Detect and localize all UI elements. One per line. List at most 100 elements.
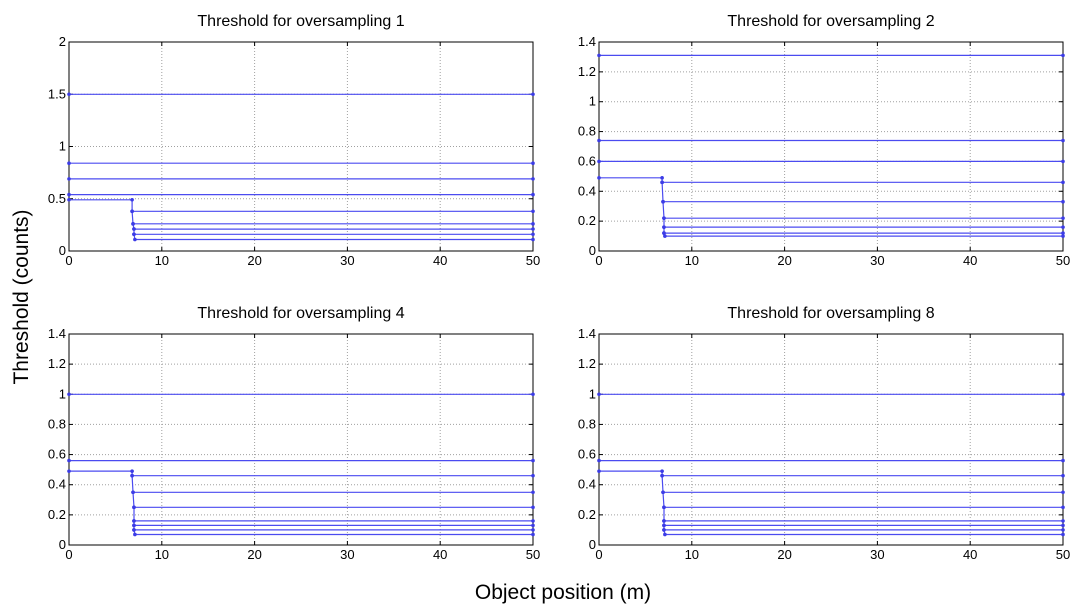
panels: Threshold for oversampling 10 10 20 30 40 500…	[48, 13, 1070, 562]
x-tick-label: 50	[1056, 253, 1070, 268]
series-line-8	[133, 229, 533, 235]
panel-4: Threshold for oversampling 80 10 20 30 40 500…	[578, 305, 1070, 562]
data-point	[662, 528, 666, 532]
axes-box	[598, 41, 1064, 252]
data-point	[67, 92, 71, 97]
y-tick-label: 1	[59, 139, 66, 154]
y-tick-label: 0.2	[48, 507, 66, 522]
y-tick-label: 0.2	[578, 507, 596, 522]
figure-ylabel: Threshold (counts)	[10, 209, 33, 384]
data-point	[1061, 180, 1065, 185]
data-point	[1061, 138, 1065, 143]
data-point	[597, 138, 601, 143]
data-point	[662, 519, 666, 523]
data-point	[597, 159, 601, 164]
y-tick-label: 1.2	[578, 64, 596, 79]
y-tick-label: 0.8	[48, 416, 66, 431]
y-tick-label: 0.6	[578, 153, 596, 168]
data-point	[130, 469, 134, 473]
x-tick-label: 10	[685, 547, 699, 562]
data-point	[1061, 392, 1065, 397]
y-tick-label: 1.4	[578, 326, 596, 341]
data-point	[130, 473, 134, 478]
y-tick-label: 0	[59, 537, 66, 552]
x-tick-label: 30	[870, 547, 884, 562]
data-point	[67, 392, 71, 397]
panel-title: Threshold for oversampling 4	[197, 305, 404, 322]
series-line-6	[662, 201, 1063, 219]
figure-xlabel: Object position (m)	[475, 581, 651, 604]
data-point	[1061, 53, 1065, 58]
x-tick-label: 50	[526, 253, 540, 268]
data-point	[531, 227, 535, 231]
data-point	[531, 519, 535, 523]
x-tick-label: 20	[247, 253, 261, 268]
series-line-5	[132, 492, 533, 508]
data-point	[1061, 225, 1065, 229]
y-tick-label: 1	[59, 386, 66, 401]
panel-1: Threshold for oversampling 10 10 20 30 40 500…	[48, 13, 540, 268]
data-point	[531, 222, 535, 226]
series-line-7	[133, 520, 533, 527]
data-point	[131, 490, 135, 495]
series-line-5	[662, 492, 1063, 508]
series-line-5	[69, 199, 533, 212]
data-point	[130, 209, 134, 214]
data-point	[597, 176, 601, 180]
data-point	[67, 177, 71, 181]
data-point	[531, 505, 535, 510]
series-line-8	[663, 525, 1063, 531]
series-line-5	[661, 182, 1063, 203]
data-point	[531, 177, 535, 181]
data-point	[660, 473, 664, 478]
x-tick-label: 50	[526, 547, 540, 562]
x-tick-label: 40	[433, 547, 447, 562]
y-tick-label: 1.4	[48, 326, 66, 341]
series-line-6	[131, 211, 533, 225]
series-line-7	[132, 223, 533, 230]
x-tick-label: 20	[777, 253, 791, 268]
data-point	[661, 199, 665, 204]
data-point	[1061, 216, 1065, 220]
data-point	[662, 216, 666, 220]
data-point	[1061, 199, 1065, 204]
data-point	[67, 469, 71, 473]
series-line-9	[663, 529, 1063, 536]
data-point	[660, 176, 664, 180]
data-point	[531, 392, 535, 397]
data-point	[531, 528, 535, 532]
y-tick-label: 0.2	[578, 213, 596, 228]
x-tick-label: 30	[870, 253, 884, 268]
x-tick-label: 0	[65, 253, 72, 268]
y-tick-label: 2	[59, 34, 66, 49]
data-point	[132, 523, 136, 528]
y-tick-label: 0.6	[578, 447, 596, 462]
data-point	[1061, 490, 1065, 495]
x-tick-label: 0	[595, 253, 602, 268]
data-point	[597, 469, 601, 473]
data-point	[1061, 523, 1065, 528]
axes-box	[68, 333, 534, 546]
panel-title: Threshold for oversampling 8	[727, 305, 934, 322]
x-tick-label: 10	[155, 547, 169, 562]
data-point	[131, 222, 135, 226]
y-tick-label: 1.5	[48, 86, 66, 101]
x-tick-label: 30	[340, 253, 354, 268]
data-point	[1061, 532, 1065, 537]
axes-box	[598, 333, 1064, 546]
data-point	[662, 225, 666, 229]
y-tick-label: 0.4	[578, 183, 596, 198]
y-tick-label: 0	[589, 537, 596, 552]
series-line-4	[661, 475, 1063, 493]
data-point	[1061, 473, 1065, 478]
data-point	[1061, 528, 1065, 532]
data-point	[67, 161, 71, 166]
data-point	[132, 232, 136, 237]
data-point	[660, 180, 664, 185]
series-line-6	[133, 507, 533, 522]
y-tick-label: 0	[59, 243, 66, 258]
y-tick-label: 0.8	[578, 416, 596, 431]
series-line-4	[599, 177, 1063, 183]
data-point	[1061, 231, 1065, 235]
data-point	[660, 469, 664, 473]
